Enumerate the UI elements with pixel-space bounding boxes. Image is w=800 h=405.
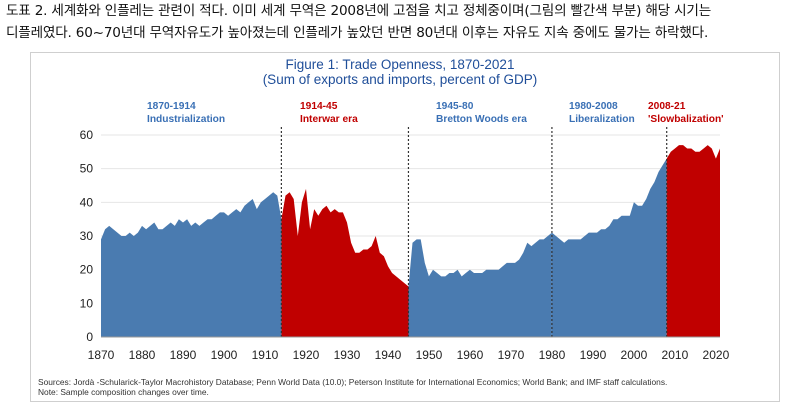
era-label-bretton-woods: 1945-80 Bretton Woods era — [436, 100, 527, 126]
x-tick-label: 1980 — [539, 348, 566, 362]
korean-caption: 도표 2. 세계화와 인플레는 관련이 적다. 이미 세계 무역은 2008년에… — [6, 0, 796, 44]
caption-line-2: 디플레였다. 60~70년대 무역자유도가 높아졌는데 인플레가 높았던 반면 … — [6, 25, 709, 41]
era-label-slowbalization: 2008-21 'Slowbalization' — [648, 100, 724, 126]
note-text: Note: Sample composition changes over ti… — [38, 387, 209, 397]
era-years: 2008-21 — [648, 101, 686, 112]
y-tick-label: 30 — [80, 229, 94, 243]
y-tick-label: 40 — [80, 195, 94, 209]
x-tick-label: 1930 — [334, 348, 361, 362]
x-tick-label: 1900 — [211, 348, 238, 362]
source-notes: Sources: Jordà -Schularick-Taylor Macroh… — [38, 377, 667, 397]
era-name: Interwar era — [300, 114, 358, 125]
area-segment-blue — [551, 158, 667, 337]
era-name: 'Slowbalization' — [648, 114, 724, 125]
x-tick-label: 1880 — [129, 348, 156, 362]
x-tick-label: 2000 — [621, 348, 648, 362]
x-tick-label: 1870 — [88, 348, 115, 362]
era-label-liberalization: 1980-2008 Liberalization — [569, 100, 635, 126]
x-tick-label: 1950 — [416, 348, 443, 362]
x-tick-label: 1890 — [170, 348, 197, 362]
era-years: 1914-45 — [300, 101, 338, 112]
era-years: 1945-80 — [436, 101, 474, 112]
chart-title: Figure 1: Trade Openness, 1870-2021 — [285, 57, 515, 72]
area-segment-blue — [101, 192, 282, 337]
area-segment-red — [281, 188, 409, 337]
area-segment-blue — [408, 232, 552, 337]
era-label-interwar: 1914-45 Interwar era — [300, 100, 358, 126]
y-axis: 0 10 20 30 40 50 60 — [80, 128, 94, 344]
y-tick-label: 20 — [80, 263, 94, 277]
caption-line-1: 도표 2. 세계화와 인플레는 관련이 적다. 이미 세계 무역은 2008년에… — [6, 3, 712, 19]
era-years: 1870-1914 — [147, 101, 196, 112]
x-tick-label: 2020 — [703, 348, 730, 362]
chart-subtitle: (Sum of exports and imports, percent of … — [262, 72, 538, 87]
x-tick-label: 1940 — [375, 348, 402, 362]
x-tick-label: 1970 — [498, 348, 525, 362]
y-tick-label: 10 — [80, 296, 94, 310]
era-name: Liberalization — [569, 114, 635, 125]
area-series — [101, 145, 720, 337]
era-years: 1980-2008 — [569, 101, 618, 112]
era-name: Industrialization — [147, 114, 226, 125]
x-axis: 1870 1880 1890 1900 1910 1920 1930 1940 1950 1960… — [88, 336, 730, 362]
era-name: Bretton Woods era — [436, 114, 527, 125]
x-tick-label: 1960 — [457, 348, 484, 362]
area-segment-red — [666, 145, 720, 337]
y-tick-label: 50 — [80, 162, 94, 176]
y-tick-label: 60 — [80, 128, 94, 142]
sources-text: Sources: Jordà -Schularick-Taylor Macroh… — [38, 377, 668, 387]
era-dividers — [280, 127, 668, 337]
x-tick-label: 1990 — [580, 348, 607, 362]
x-tick-label: 1910 — [252, 348, 279, 362]
x-tick-label: 2010 — [662, 348, 689, 362]
era-label-industrialization: 1870-1914 Industrialization — [147, 100, 225, 126]
y-tick-label: 0 — [86, 330, 93, 344]
x-tick-label: 1920 — [293, 348, 320, 362]
